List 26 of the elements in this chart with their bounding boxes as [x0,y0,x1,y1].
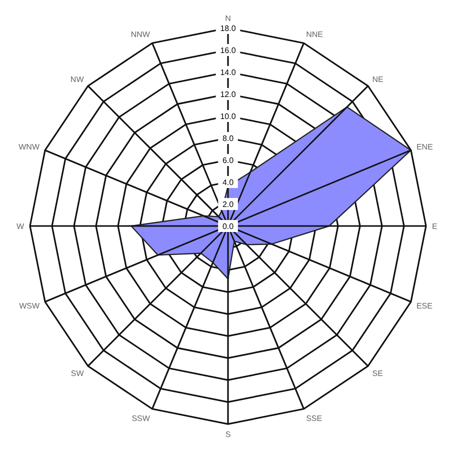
spoke-label: NE [372,74,384,84]
y-tick-label: 2.0 [222,200,234,209]
y-tick-label: 4.0 [222,178,234,187]
spoke-label: SE [372,369,383,378]
y-tick-label: 18.0 [220,24,236,33]
y-tick-label: 10.0 [220,112,236,121]
spoke-label: SSE [306,414,322,424]
spoke-label: WNW [18,142,40,152]
y-tick-label: 14.0 [220,68,236,77]
spoke-label: N [225,14,232,23]
spoke-label: NW [70,74,84,84]
y-tick-label: 0.0 [222,222,234,231]
spoke-label: WSW [19,302,40,311]
spoke-label: S [225,430,231,439]
spoke-label: ENE [416,142,433,152]
spoke-label: SW [70,369,84,378]
spoke-label: ESE [416,302,432,311]
spoke-label: W [16,222,24,231]
y-tick-label: 12.0 [220,90,236,99]
y-tick-label: 6.0 [222,156,234,165]
spoke-label: NNE [306,30,323,39]
spoke-label: E [432,222,438,231]
y-tick-label: 16.0 [220,46,236,55]
spoke-label: SSW [132,414,150,424]
y-tick-label: 8.0 [222,134,234,143]
spoke-label: NNW [130,30,150,39]
